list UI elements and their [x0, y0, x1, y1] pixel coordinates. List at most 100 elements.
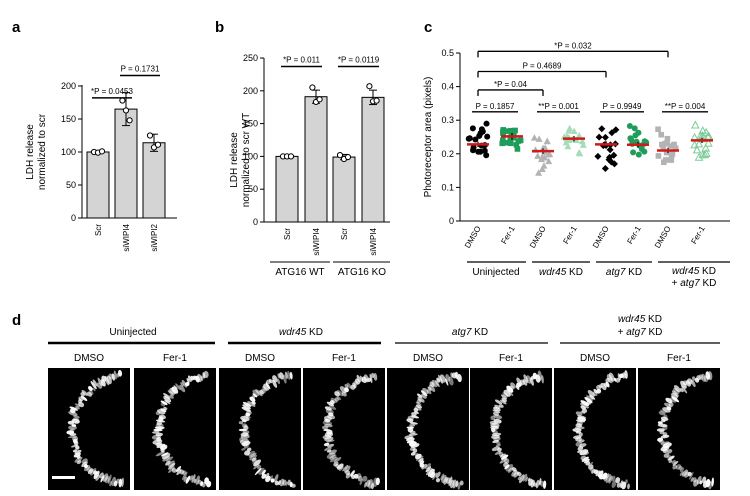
retina-speck	[336, 463, 344, 470]
retina-speck	[656, 428, 665, 432]
retina-speck	[415, 404, 423, 409]
c-point-6-9	[659, 141, 665, 148]
retina-speck	[238, 421, 244, 425]
retina-speck	[373, 477, 378, 488]
chart-b: LDH release normalized to scr WT 0 50 100 1…	[229, 53, 390, 278]
c-point-6-3	[664, 135, 671, 142]
scale-bar	[52, 476, 75, 479]
retina-speck	[418, 458, 424, 463]
d-treatment-label-5: Fer-1	[499, 353, 523, 364]
chart-a-ylabel-line1: LDH release	[25, 124, 36, 180]
retina-speck	[445, 378, 449, 386]
retina-speck	[525, 476, 529, 482]
retina-speck	[253, 463, 260, 470]
retina-speck	[364, 481, 367, 488]
retina-speck	[414, 406, 422, 411]
retina-speck	[404, 435, 414, 440]
retina-speck	[66, 430, 75, 435]
retina-speck	[457, 482, 461, 490]
panel-label-d: d	[12, 312, 21, 329]
retina-arc-6	[572, 370, 630, 490]
retina-speck	[540, 480, 545, 487]
retina-speck	[279, 372, 284, 380]
retina-speck	[680, 380, 687, 389]
c-ytick-label-3: 0.3	[441, 115, 454, 125]
c-point-3-2	[575, 148, 583, 156]
chart-a-ylabel-line2: normalized to scr	[37, 113, 48, 190]
c-point-4-9	[610, 151, 618, 159]
retina-speck	[499, 457, 508, 464]
chart-b-ylabel-line1: LDH release	[229, 132, 240, 188]
retina-speck	[187, 375, 192, 382]
retina-speck	[584, 458, 590, 464]
retina-speck	[409, 422, 418, 425]
c-point-0-3	[472, 136, 479, 143]
retina-speck	[689, 471, 694, 480]
c-point-1-12	[515, 138, 522, 144]
d-treatment-label-0: DMSO	[74, 353, 104, 364]
retina-speck	[538, 478, 542, 486]
retina-speck	[272, 379, 278, 388]
c-point-6-16	[669, 150, 676, 157]
retina-speck	[99, 472, 104, 479]
retina-speck	[344, 383, 349, 389]
retina-speck	[427, 386, 432, 391]
d-group-label-2: atg7 KD	[452, 327, 488, 338]
c-point-0-2	[469, 125, 476, 132]
a-sig-label-0: *P = 0.0453	[91, 87, 133, 96]
retina-speck	[580, 402, 590, 409]
c-point-1-17	[511, 131, 517, 137]
retina-speck	[282, 374, 287, 384]
retina-speck	[678, 465, 683, 470]
retina-speck	[679, 467, 685, 472]
retina-speck	[426, 467, 433, 476]
retina-speck	[251, 457, 257, 462]
retina-speck	[576, 415, 587, 419]
retina-speck	[71, 418, 80, 424]
retina-speck	[457, 374, 462, 383]
c-point-1-16	[512, 127, 518, 134]
chart-c: Photoreceptor area (pixels) 0 0.1 0.2 0.3 0.…	[423, 41, 730, 289]
retina-speck	[580, 455, 586, 460]
retina-speck	[97, 377, 103, 387]
micrograph-1	[48, 368, 130, 490]
retina-speck	[244, 450, 251, 456]
retina-speck	[326, 401, 335, 407]
d-treatment-label-4: DMSO	[413, 353, 443, 364]
retina-speck	[669, 397, 676, 403]
retina-speck	[344, 465, 351, 473]
c-point-1-6	[508, 127, 514, 134]
retina-speck	[185, 381, 190, 387]
retina-speck	[435, 478, 441, 483]
retina-speck	[88, 390, 94, 396]
c-point-1-14	[510, 134, 517, 141]
c-group-label-1: wdr45 KD	[539, 267, 583, 278]
b-xtick-label-1: siWIPI4	[312, 227, 321, 255]
retina-speck	[195, 475, 200, 485]
retina-speck	[287, 479, 291, 486]
retina-speck	[682, 469, 688, 477]
retina-speck	[268, 378, 273, 384]
retina-speck	[701, 373, 706, 382]
retina-speck	[252, 459, 258, 464]
c-point-2-4	[543, 137, 551, 145]
retina-speck	[435, 471, 441, 479]
retina-speck	[197, 373, 202, 383]
micrograph-4	[303, 368, 385, 490]
c-point-6-7	[664, 140, 670, 146]
retina-speck	[413, 411, 419, 414]
retina-speck	[179, 384, 186, 393]
retina-speck	[609, 372, 615, 382]
retina-speck	[575, 411, 583, 416]
retina-speck	[324, 406, 332, 411]
retina-speck	[166, 456, 174, 462]
retina-speck	[432, 472, 438, 480]
c-point-5-10	[630, 149, 637, 156]
retina-speck	[333, 461, 339, 467]
retina-speck	[414, 453, 419, 457]
retina-speck	[672, 460, 679, 466]
c-sig-label-6: *P = 0.032	[554, 41, 592, 50]
retina-arc-1	[151, 370, 212, 488]
retina-speck	[163, 406, 168, 411]
b-xtick-label-3: siWIPI4	[369, 227, 378, 255]
